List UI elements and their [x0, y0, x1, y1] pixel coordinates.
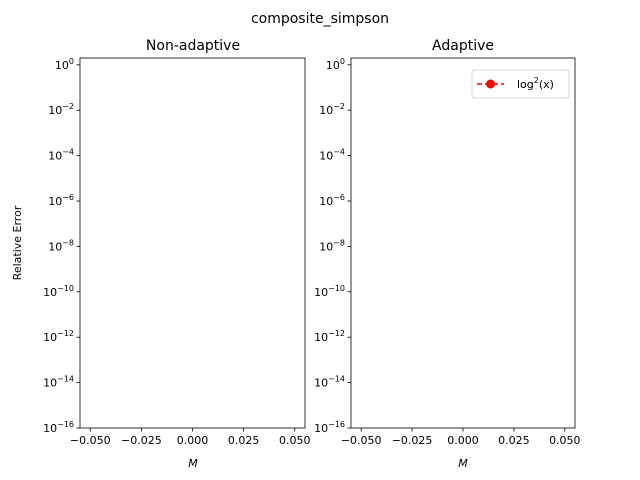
plot-frame-non-adaptive: [79, 57, 306, 429]
x-tick-label: −0.050: [70, 434, 111, 447]
legend: log2(x): [471, 69, 570, 99]
y-tick-exponent: −14: [57, 375, 74, 384]
y-tick-exponent: −12: [328, 329, 345, 338]
y-tick-exponent: −10: [328, 284, 345, 293]
legend-label-suffix: (x): [539, 78, 554, 91]
y-tick-base: 10: [314, 377, 328, 390]
y-axis-label: Relative Error: [11, 205, 24, 280]
y-tick-base: 10: [48, 195, 62, 208]
y-tick-exponent: −8: [333, 238, 345, 247]
y-tick-base: 10: [48, 104, 62, 117]
x-tick-label: 0.050: [549, 434, 581, 447]
y-tick-label: 10−4: [48, 148, 74, 163]
y-tick-base: 10: [319, 240, 333, 253]
y-tick-exponent: −4: [62, 148, 74, 157]
legend-label-exponent: 2: [534, 76, 539, 85]
y-tick-exponent: 0: [69, 57, 74, 66]
y-tick-label: 10−6: [319, 193, 345, 208]
figure-suptitle: composite_simpson: [251, 11, 389, 27]
x-axis-non-adaptive: −0.050 −0.025 0.000 0.025 0.050: [70, 428, 311, 447]
y-tick-label: 10−14: [314, 375, 345, 390]
y-tick-label: 10−14: [43, 375, 74, 390]
y-tick-base: 10: [48, 150, 62, 163]
x-tick-label: 0.025: [498, 434, 530, 447]
panel-non-adaptive: Non-adaptive 10−1610−1410−1210−1010−810−…: [11, 38, 311, 470]
y-tick-exponent: −6: [333, 193, 345, 202]
y-tick-base: 10: [314, 286, 328, 299]
y-tick-base: 10: [326, 59, 340, 72]
y-tick-label: 100: [326, 57, 345, 72]
y-tick-exponent: −12: [57, 329, 74, 338]
x-axis-adaptive: −0.050 −0.025 0.000 0.025 0.050: [341, 428, 581, 447]
y-tick-exponent: −16: [57, 420, 74, 429]
x-tick-label: −0.025: [392, 434, 433, 447]
y-tick-label: 10−16: [314, 420, 345, 435]
legend-marker-swatch: [486, 79, 495, 89]
x-tick-label: −0.025: [121, 434, 162, 447]
y-tick-label: 10−12: [43, 329, 74, 344]
legend-label-prefix: log: [517, 78, 534, 91]
x-tick-label: 0.000: [447, 434, 479, 447]
y-tick-base: 10: [319, 104, 333, 117]
y-tick-base: 10: [43, 422, 57, 435]
y-tick-exponent: 0: [340, 57, 345, 66]
y-tick-exponent: −2: [333, 102, 345, 111]
legend-entry-label: log2(x): [517, 76, 554, 91]
y-tick-exponent: −16: [328, 420, 345, 429]
y-tick-label: 10−10: [43, 284, 74, 299]
y-tick-exponent: −10: [57, 284, 74, 293]
y-tick-base: 10: [314, 331, 328, 344]
y-tick-base: 10: [43, 331, 57, 344]
y-tick-label: 10−2: [319, 102, 345, 117]
x-tick-label: −0.050: [341, 434, 382, 447]
y-tick-label: 10−12: [314, 329, 345, 344]
y-tick-label: 10−16: [43, 420, 74, 435]
y-tick-base: 10: [48, 240, 62, 253]
y-tick-base: 10: [314, 422, 328, 435]
y-tick-label: 10−8: [48, 238, 74, 253]
x-tick-label: 0.000: [177, 434, 209, 447]
y-tick-exponent: −4: [333, 148, 345, 157]
y-tick-base: 10: [319, 150, 333, 163]
y-tick-exponent: −8: [62, 238, 74, 247]
y-tick-label: 10−6: [48, 193, 74, 208]
y-tick-label: 10−2: [48, 102, 74, 117]
y-tick-label: 10−4: [319, 148, 345, 163]
x-axis-label-non-adaptive: M: [188, 457, 198, 470]
y-tick-label: 100: [55, 57, 74, 72]
x-tick-label: 0.050: [279, 434, 311, 447]
x-tick-label: 0.025: [228, 434, 260, 447]
legend-box: [471, 69, 570, 99]
panel-title-non-adaptive: Non-adaptive: [146, 38, 240, 54]
y-tick-label: 10−8: [319, 238, 345, 253]
y-tick-exponent: −14: [328, 375, 345, 384]
panel-title-adaptive: Adaptive: [432, 38, 494, 54]
y-tick-label: 10−10: [314, 284, 345, 299]
y-tick-base: 10: [43, 377, 57, 390]
y-tick-exponent: −6: [62, 193, 74, 202]
x-axis-label-adaptive: M: [458, 457, 468, 470]
y-tick-exponent: −2: [62, 102, 74, 111]
y-tick-base: 10: [319, 195, 333, 208]
panel-adaptive: Adaptive 10−1610−1410−1210−1010−810−610−…: [314, 38, 580, 470]
plot-frame-adaptive: [350, 57, 576, 429]
y-tick-base: 10: [55, 59, 69, 72]
y-tick-base: 10: [43, 286, 57, 299]
